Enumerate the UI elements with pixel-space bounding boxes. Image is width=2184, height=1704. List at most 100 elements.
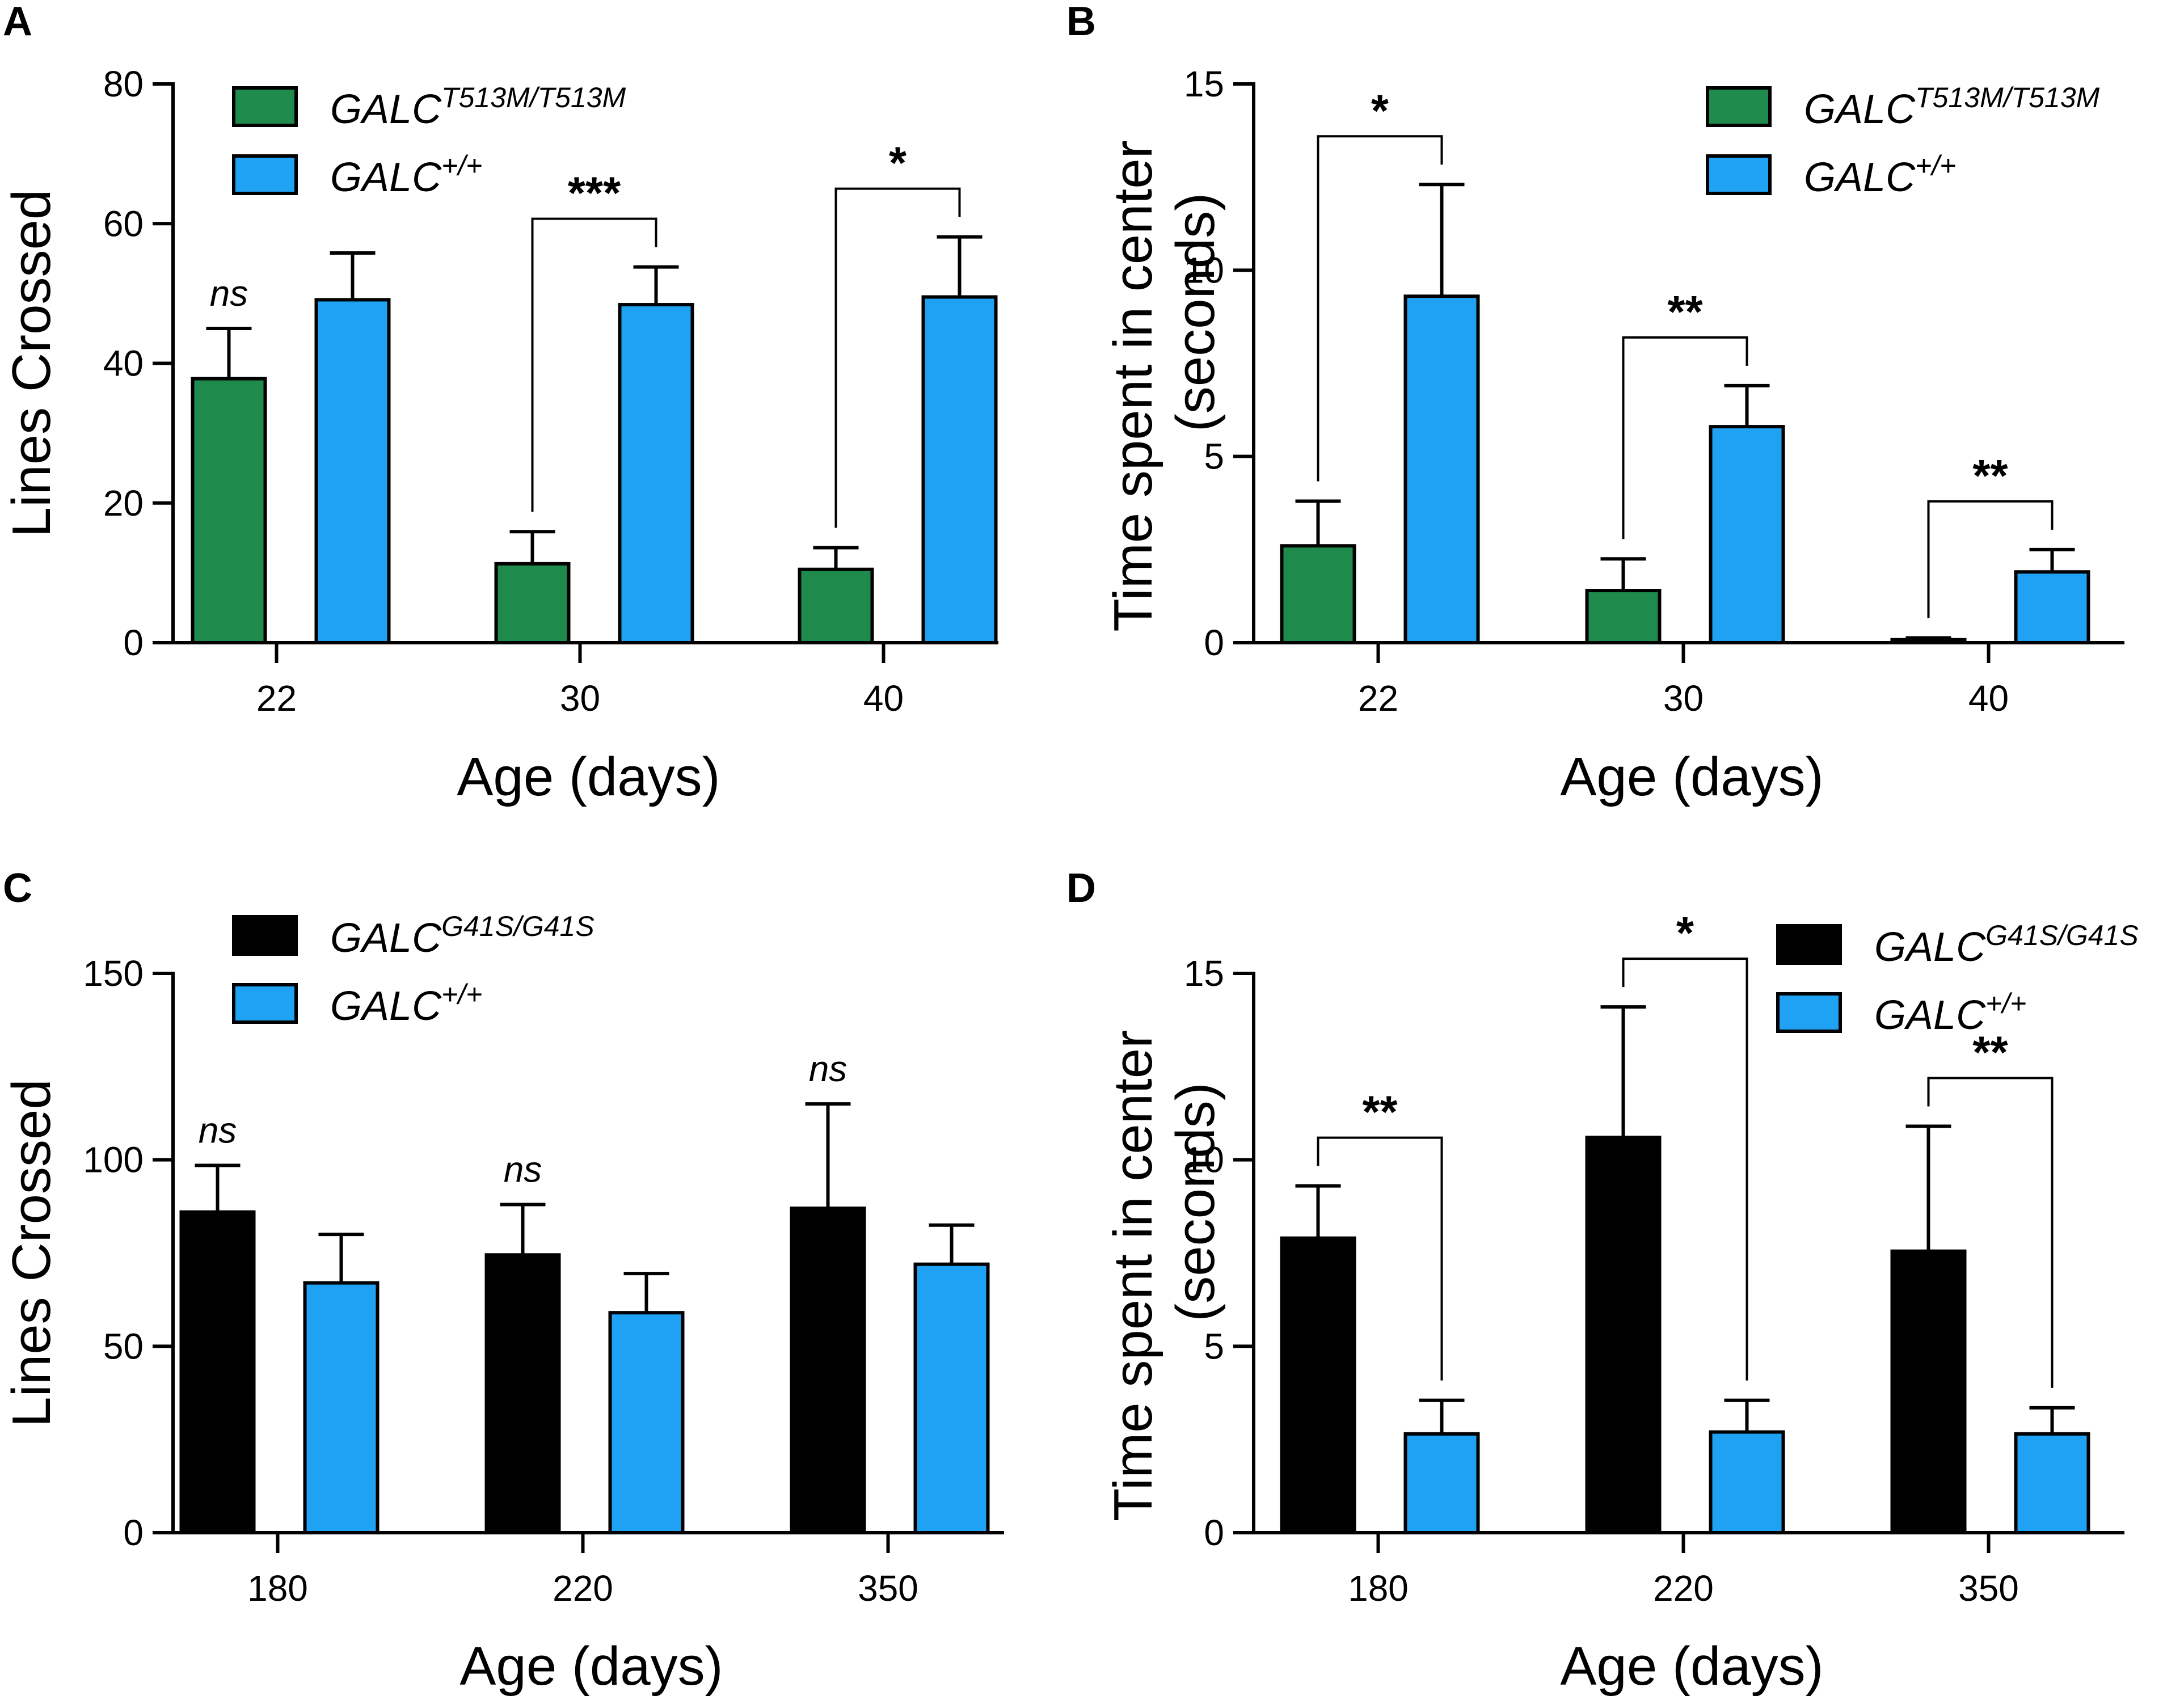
panel-b-legend-label-0: GALCT513M/T513M (1804, 82, 2100, 132)
panel-c-sig-label-0: ns (199, 1110, 237, 1151)
panel-d-legend-label-0: GALCG41S/G41S (1874, 920, 2139, 970)
panel-c-legend-label-1: GALC+/+ (330, 978, 482, 1029)
panel-a-bar-s0-c1 (494, 562, 571, 645)
panel-c-xtick-label-0: 180 (247, 1568, 308, 1609)
panel-d-sig-label-1: * (1676, 908, 1694, 958)
panel-b-legend-label-1: GALC+/+ (1804, 150, 1956, 200)
panel-b-sig-bracket-2 (1927, 500, 2054, 618)
panel-c-sig-label-2: ns (809, 1048, 848, 1089)
panel-b: B 0 5 10 15 22 30 40 Age (days) Time spent in ce… (1066, 0, 2124, 807)
panel-c: C 0 50 100 150 180 220 350 Age (days) Lines Cros… (1, 866, 1004, 1697)
panel-c-bar-s0-c2 (790, 1207, 866, 1535)
panel-a-legend-swatch-1 (232, 154, 298, 195)
panel-d-label: D (1066, 866, 1096, 911)
panel-b-bar-s1-c1 (1709, 425, 1785, 645)
panel-c-legend-swatch-0 (232, 915, 298, 956)
panel-a-xtick-label-1: 30 (560, 678, 600, 719)
panel-c-legend-swatch-1 (232, 983, 298, 1024)
panel-d-bar-s1-c0 (1403, 1432, 1480, 1534)
panel-a: A 0 20 40 60 80 22 30 40 Age (days) Lines Crossed… (1, 0, 998, 807)
panel-a-sig-label-2: * (889, 138, 907, 188)
panel-d-ytick-label-1: 5 (1204, 1326, 1224, 1366)
panel-c-label: C (3, 866, 32, 911)
panel-a-y-axis-title: Lines Crossed (1, 189, 62, 538)
panel-b-bar-s1-c0 (1403, 294, 1480, 644)
panel-b-xtick-label-1: 30 (1663, 678, 1704, 719)
panel-a-bar-s1-c0 (314, 298, 391, 644)
panel-d-bar-s0-c1 (1585, 1136, 1662, 1534)
panel-a-sig-bracket-1 (531, 217, 657, 512)
panel-d-ytick-label-2: 10 (1184, 1140, 1224, 1180)
panel-c-bar-s1-c2 (913, 1262, 990, 1534)
panel-d-sig-bracket-0 (1317, 1136, 1443, 1381)
panel-b-bar-s1-c2 (2014, 570, 2090, 645)
panel-c-ytick-label-1: 50 (103, 1326, 144, 1366)
panel-a-sig-label-0: ns (210, 273, 248, 314)
panel-d-legend-label-1: GALC+/+ (1874, 988, 2026, 1038)
panel-b-ytick-label-3: 15 (1184, 64, 1224, 104)
panel-a-bar-s1-c1 (618, 303, 694, 644)
panel-d-legend-swatch-0 (1776, 924, 1842, 965)
panel-b-legend-swatch-0 (1706, 86, 1772, 127)
panel-a-xtick-label-0: 22 (256, 678, 297, 719)
panel-c-ytick-label-3: 150 (83, 953, 144, 994)
panel-d-bar-s0-c2 (1890, 1249, 1967, 1535)
panel-d-y-axis-title: Time spent in center (1103, 1030, 1163, 1521)
panel-c-ytick-label-0: 0 (123, 1512, 144, 1553)
panel-d-xtick-label-0: 180 (1348, 1568, 1409, 1609)
panel-c-xtick-label-1: 220 (553, 1568, 613, 1609)
panel-d-sig-label-0: ** (1362, 1087, 1398, 1137)
panel-d-x-axis-title: Age (days) (1560, 1636, 1823, 1697)
panel-b-legend-swatch-1 (1706, 154, 1772, 195)
panel-a-ytick-label-1: 20 (103, 483, 144, 524)
panel-a-legend-label-1: GALC+/+ (330, 150, 482, 200)
panel-a-ytick-label-4: 80 (103, 64, 144, 104)
panel-a-legend-swatch-0 (232, 86, 298, 127)
panel-d-bar-s1-c1 (1709, 1430, 1785, 1535)
panel-d-sig-bracket-2 (1927, 1077, 2054, 1388)
panel-a-bar-s0-c0 (191, 377, 267, 645)
panel-d-bar-s1-c2 (2014, 1432, 2090, 1534)
panel-a-ytick-label-3: 60 (103, 203, 144, 244)
panel-b-xtick-label-0: 22 (1358, 678, 1398, 719)
panel-b-bar-s0-c0 (1280, 544, 1356, 644)
panel-d-legend-swatch-1 (1776, 992, 1842, 1033)
panel-d-ytick-label-3: 15 (1184, 953, 1224, 994)
panel-c-ytick-label-2: 100 (83, 1140, 144, 1180)
panel-a-xtick-label-2: 40 (863, 678, 904, 719)
panel-d-bar-s0-c0 (1280, 1236, 1356, 1535)
panel-a-bar-s1-c2 (921, 295, 998, 644)
panel-a-sig-label-1: *** (568, 168, 621, 218)
panel-b-sig-label-0: * (1371, 85, 1389, 136)
panel-c-y-axis-title: Lines Crossed (1, 1079, 62, 1427)
panel-b-sig-bracket-1 (1622, 336, 1748, 539)
panel-a-sig-bracket-2 (834, 187, 961, 528)
panel-d: D 0 5 10 15 180 220 350 Age (days) Time spent in… (1066, 866, 2139, 1697)
panel-b-label: B (1066, 0, 1096, 44)
panel-d-sig-label-2: ** (1972, 1027, 2008, 1078)
panel-c-bar-s0-c1 (484, 1253, 561, 1534)
panel-c-legend-label-0: GALCG41S/G41S (330, 910, 595, 961)
panel-b-y-axis-title: Time spent in center (1103, 140, 1163, 631)
panel-c-xtick-label-2: 350 (858, 1568, 918, 1609)
panel-b-ytick-label-2: 10 (1184, 250, 1224, 290)
panel-d-xtick-label-1: 220 (1653, 1568, 1714, 1609)
panel-d-y-axis-title-unit: (seconds) (1165, 1082, 1226, 1322)
panel-c-bar-s1-c0 (303, 1281, 380, 1534)
panel-d-sig-bracket-1 (1622, 958, 1748, 1381)
panel-a-label: A (3, 0, 32, 44)
panel-a-bar-s0-c2 (798, 567, 874, 644)
panel-a-x-axis-title: Age (days) (457, 746, 720, 807)
panel-d-xtick-label-2: 350 (1958, 1568, 2019, 1609)
panel-b-sig-label-1: ** (1667, 286, 1703, 337)
panel-a-ytick-label-0: 0 (123, 622, 144, 663)
panel-c-bar-s1-c1 (608, 1311, 685, 1534)
panel-b-y-axis-title-unit: (seconds) (1165, 193, 1226, 432)
panel-b-bar-s0-c1 (1585, 589, 1662, 644)
panel-c-sig-label-1: ns (504, 1149, 542, 1190)
panel-b-xtick-label-2: 40 (1968, 678, 2009, 719)
panel-b-ytick-label-1: 5 (1204, 436, 1224, 477)
panel-b-sig-bracket-0 (1317, 135, 1443, 482)
panel-b-ytick-label-0: 0 (1204, 622, 1224, 663)
